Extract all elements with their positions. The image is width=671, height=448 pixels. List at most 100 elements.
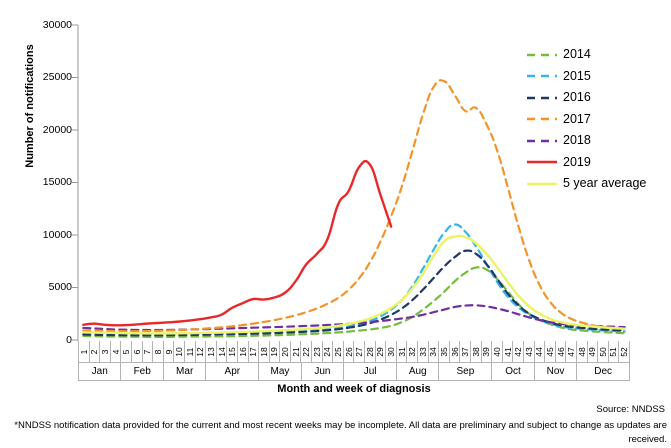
x-tick-week-label: 34 (428, 346, 439, 357)
x-tick-week-label: 16 (237, 346, 248, 357)
x-tick-week: 42 (512, 341, 523, 363)
x-tick-week: 51 (607, 341, 619, 363)
x-tick-week: 27 (353, 341, 364, 363)
legend-swatch-icon (527, 178, 557, 190)
x-tick-week-label: 35 (438, 346, 449, 357)
x-tick-week-label: 52 (619, 346, 630, 357)
x-tick-week-label: 51 (608, 346, 619, 357)
x-tick-week: 50 (597, 341, 608, 363)
x-tick-week: 22 (300, 341, 311, 363)
x-tick-week-label: 8 (152, 349, 163, 354)
x-tick-week: 41 (501, 341, 513, 363)
x-axis-month-label: Apr (224, 365, 241, 377)
x-tick-week: 21 (289, 341, 301, 363)
x-tick-week-label: 25 (333, 346, 344, 357)
series-line-2019 (82, 159, 393, 327)
x-tick-week-label: 29 (375, 346, 386, 357)
x-tick-week-label: 9 (163, 349, 174, 354)
x-axis-month-label: Sep (456, 365, 475, 377)
x-tick-week: 24 (321, 341, 333, 363)
x-tick-week: 25 (332, 341, 343, 363)
legend-swatch-icon (527, 70, 557, 82)
legend-swatch-icon (527, 49, 557, 61)
x-tick-week-label: 21 (290, 346, 301, 357)
x-tick-week: 1 (78, 341, 89, 363)
x-tick-week: 28 (364, 341, 375, 363)
y-axis-tick-labels: 30000 25000 20000 15000 10000 5000 0 (16, 0, 72, 360)
x-tick-week: 30 (385, 341, 396, 363)
x-tick-week-label: 15 (227, 346, 238, 357)
legend-item-2019[interactable]: 2019 (527, 152, 667, 174)
legend-item-2018[interactable]: 2018 (527, 130, 667, 152)
x-tick-week-label: 24 (322, 346, 333, 357)
footnote-note: *NNDSS notification data provided for th… (14, 420, 667, 445)
x-axis-title: Month and week of diagnosis (277, 383, 431, 395)
x-tick-week-label: 12 (195, 346, 206, 357)
x-tick-week: 3 (99, 341, 110, 363)
x-axis-month-label: Oct (505, 365, 521, 377)
x-tick-week-label: 43 (523, 346, 534, 357)
x-tick-week: 52 (618, 341, 630, 363)
x-tick-week: 35 (438, 341, 449, 363)
x-tick-week-label: 23 (311, 346, 322, 357)
x-axis-month-cell: Oct (491, 363, 534, 381)
x-tick-week-label: 45 (544, 346, 555, 357)
legend-label: 2017 (563, 111, 591, 126)
x-tick-week-label: 20 (280, 346, 291, 357)
x-axis-month-cell: Sep (438, 363, 492, 381)
source-note: Source: NNDSS (596, 404, 665, 415)
legend-item-2017[interactable]: 2017 (527, 109, 667, 131)
legend-label: 2015 (563, 68, 591, 83)
legend-swatch-icon (527, 135, 557, 147)
legend-label: 2019 (563, 154, 591, 169)
x-tick-week: 40 (491, 341, 502, 363)
x-axis-month-label: Feb (133, 365, 151, 377)
x-tick-week-label: 48 (576, 346, 587, 357)
x-tick-week-label: 28 (364, 346, 375, 357)
x-tick-week-label: 7 (142, 349, 153, 354)
x-tick-week: 49 (586, 341, 597, 363)
x-tick-week-label: 3 (99, 349, 110, 354)
x-axis-month-cell: Feb (120, 363, 163, 381)
x-tick-week-label: 5 (121, 349, 132, 354)
x-tick-week: 4 (109, 341, 121, 363)
x-tick-week: 23 (311, 341, 322, 363)
x-tick-week: 10 (173, 341, 184, 363)
x-tick-week: 36 (448, 341, 460, 363)
legend-item-2014[interactable]: 2014 (527, 44, 667, 66)
x-tick-week-label: 10 (174, 346, 185, 357)
series-line-5-year-average (82, 234, 626, 335)
x-tick-week-label: 11 (184, 347, 195, 356)
y-tick-25000: 25000 (42, 71, 72, 83)
x-axis-month-cell: May (258, 363, 301, 381)
x-tick-week: 38 (469, 341, 481, 363)
x-tick-week-label: 36 (449, 346, 460, 357)
legend-swatch-icon (527, 113, 557, 125)
x-tick-week-label: 47 (566, 346, 577, 357)
x-tick-week-label: 13 (205, 346, 216, 357)
x-tick-week: 19 (268, 341, 279, 363)
legend-item-2015[interactable]: 2015 (527, 66, 667, 88)
x-tick-week: 39 (480, 341, 491, 363)
x-tick-week: 26 (342, 341, 354, 363)
legend-item-2016[interactable]: 2016 (527, 87, 667, 109)
legend-swatch-icon (527, 92, 557, 104)
x-axis-month-labels: Jan Feb Mar Apr May Jun Jul Aug Sep Oct Nov Dec (78, 363, 631, 381)
x-tick-week-label: 1 (78, 349, 89, 354)
x-tick-week-label: 41 (502, 346, 513, 357)
y-tick-30000: 30000 (42, 19, 72, 31)
x-tick-week: 33 (417, 341, 428, 363)
x-tick-week: 29 (374, 341, 386, 363)
x-axis-month-label: Aug (408, 365, 427, 377)
legend-item-5-year-average[interactable]: 5 year average (527, 173, 667, 195)
x-tick-week: 12 (194, 341, 206, 363)
legend-label: 2016 (563, 90, 591, 105)
x-tick-week-label: 38 (470, 346, 481, 357)
x-tick-week: 15 (226, 341, 237, 363)
series-line-2017 (82, 79, 626, 333)
legend-label: 5 year average (563, 176, 647, 191)
x-tick-week: 11 (183, 341, 195, 363)
x-axis-month-cell: Jul (343, 363, 396, 381)
x-tick-week-label: 14 (216, 346, 227, 357)
x-axis-month-cell: Dec (576, 363, 631, 381)
